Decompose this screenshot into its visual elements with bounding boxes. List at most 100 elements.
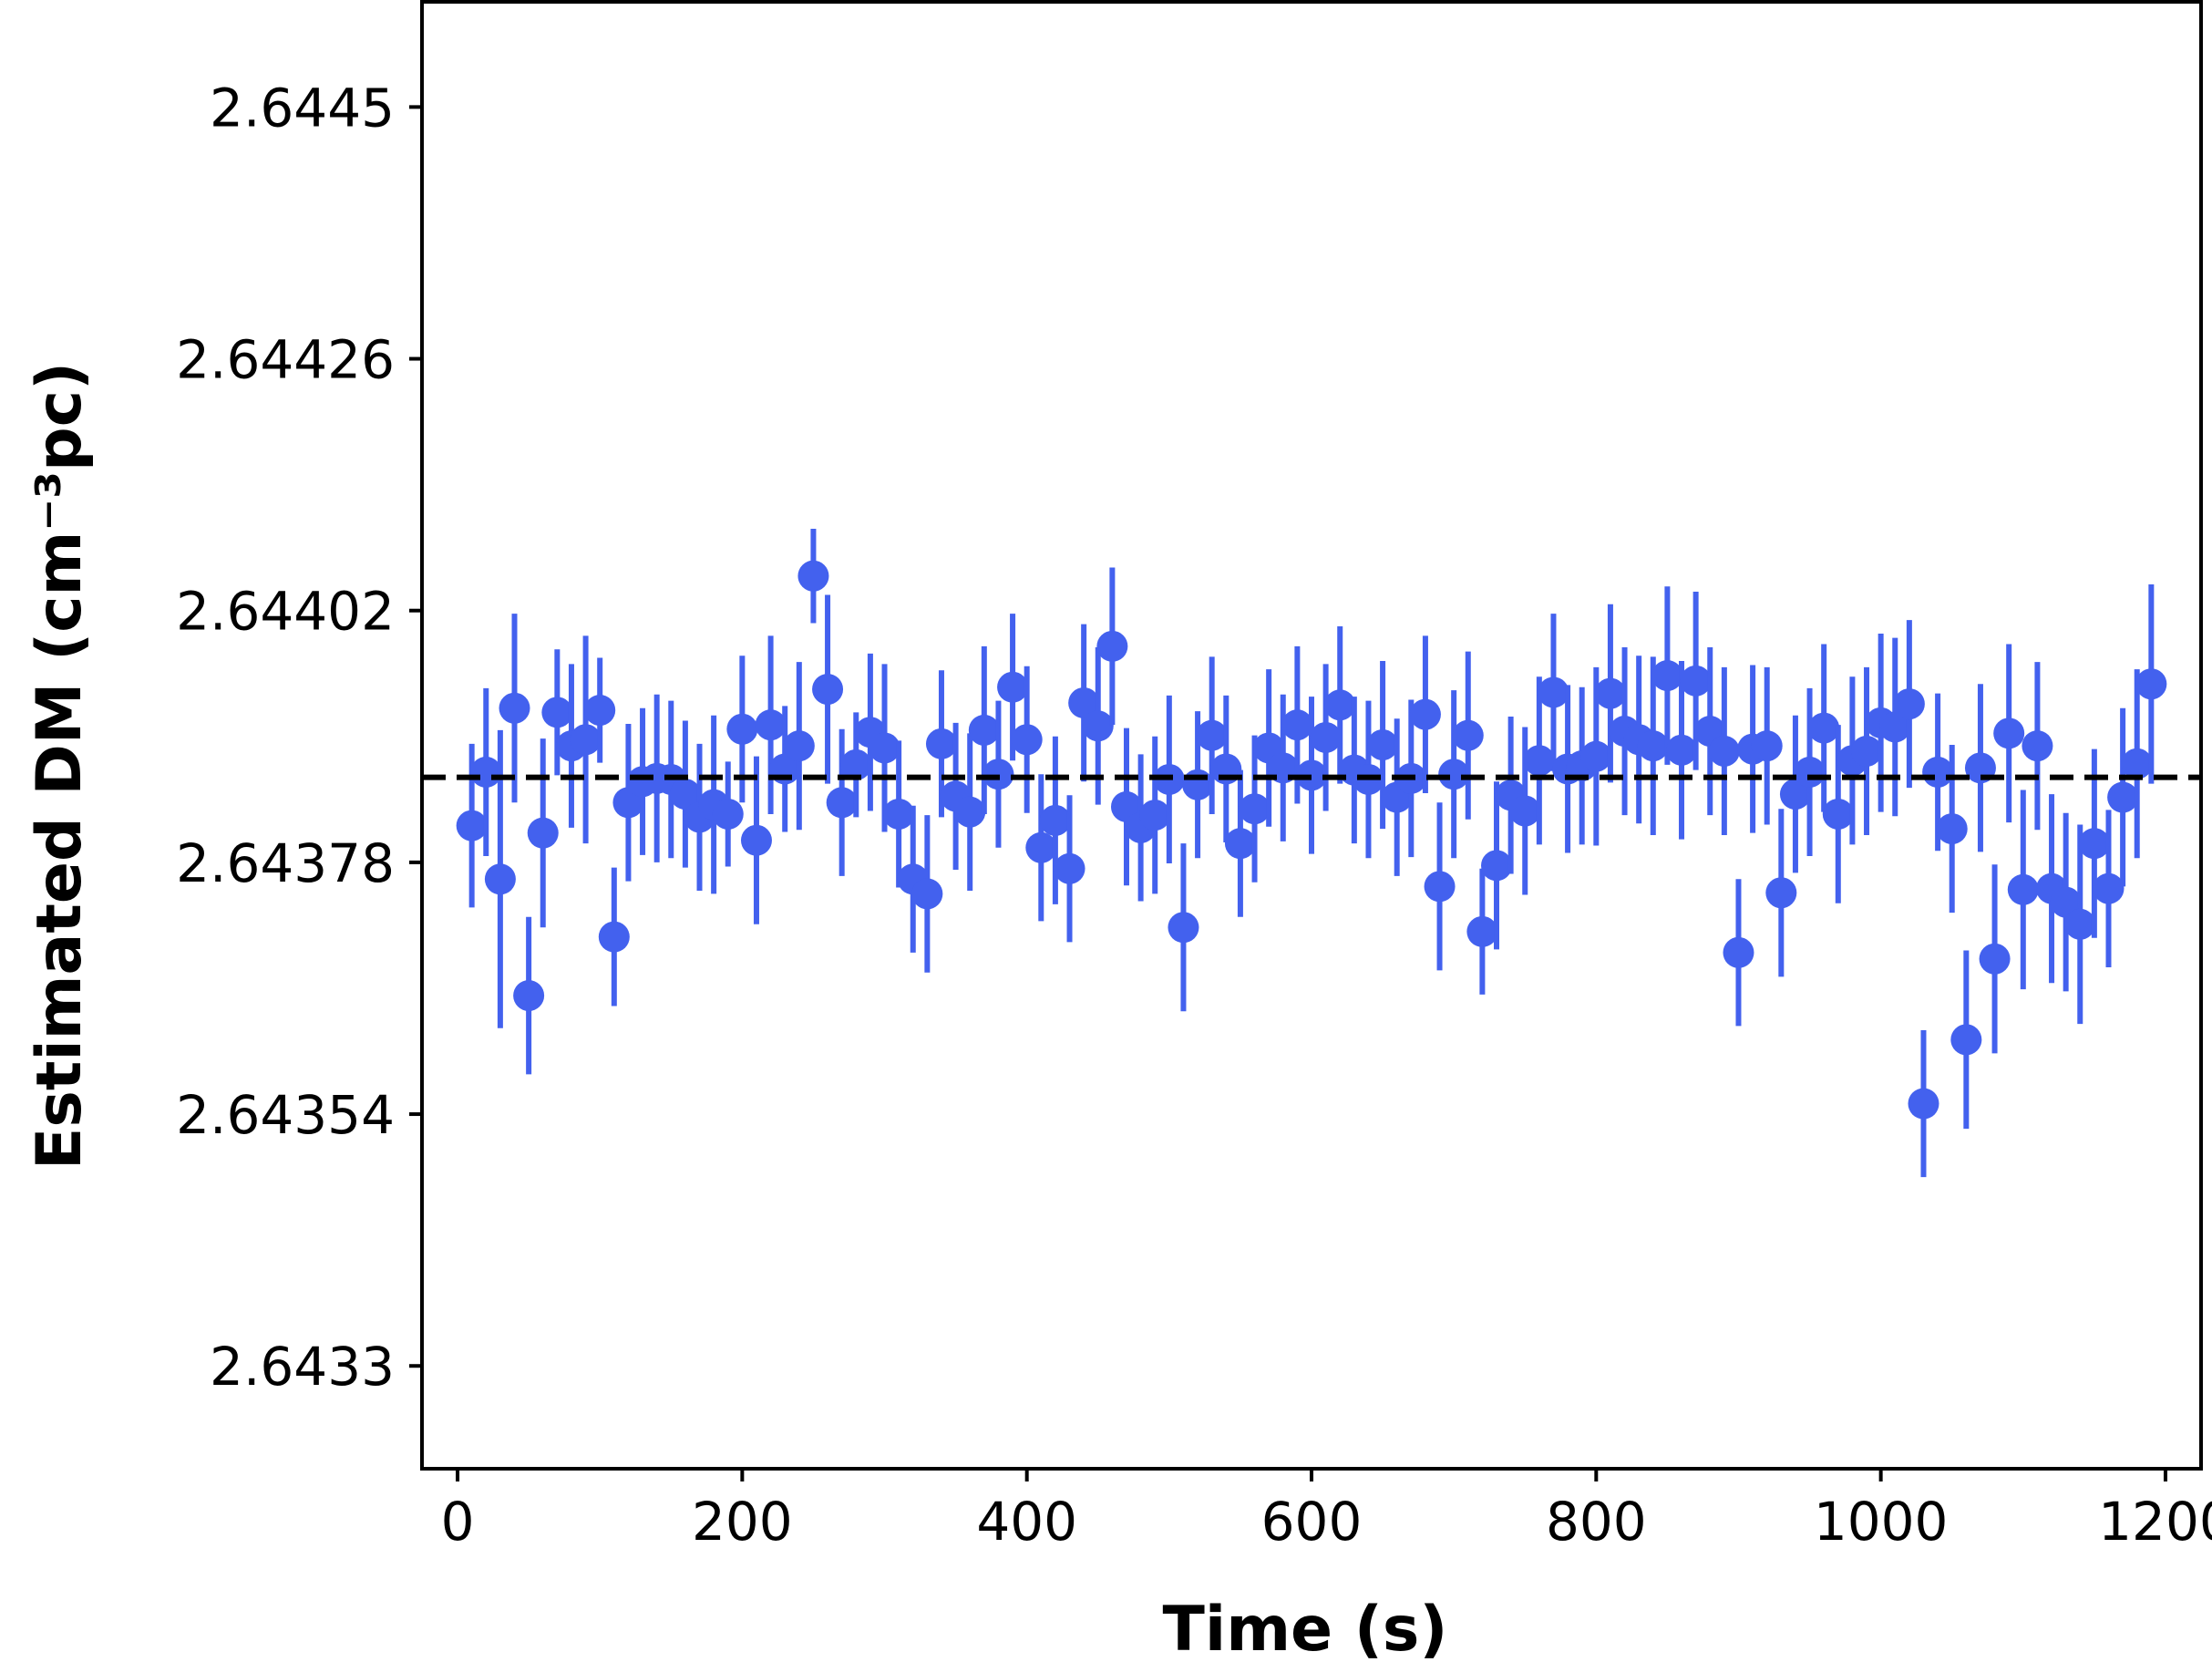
- data-point: [1594, 677, 1626, 709]
- data-point: [1950, 1024, 1982, 1056]
- data-point: [869, 732, 900, 764]
- data-point: [726, 713, 758, 745]
- data-point: [712, 798, 744, 830]
- data-point: [570, 724, 602, 756]
- data-point: [1666, 734, 1698, 766]
- data-point: [1281, 709, 1313, 741]
- x-axis-ticks: 0 200 400 600 800 1000 1200: [441, 1469, 2212, 1553]
- data-point: [1893, 688, 1925, 720]
- data-point: [1452, 719, 1484, 751]
- data-point: [499, 692, 530, 724]
- x-tick-label: 0: [441, 1491, 475, 1553]
- data-point: [1324, 689, 1356, 721]
- data-point: [812, 674, 844, 706]
- data-point: [983, 759, 1014, 790]
- data-point: [1723, 936, 1754, 968]
- data-point: [513, 980, 545, 1012]
- data-point: [1224, 828, 1256, 860]
- data-point: [1054, 852, 1085, 884]
- data-point: [1039, 804, 1071, 836]
- data-point: [1808, 712, 1840, 744]
- data-point: [1409, 698, 1441, 730]
- data-point: [1680, 665, 1712, 697]
- data-point: [2121, 748, 2153, 779]
- data-point: [925, 728, 957, 759]
- x-axis-title: Time (s): [1163, 1594, 1448, 1662]
- x-tick-label: 800: [1546, 1491, 1647, 1553]
- data-point: [826, 787, 858, 819]
- data-point: [598, 921, 630, 953]
- data-point: [1424, 871, 1456, 903]
- y-tick-label: 2.64426: [176, 329, 395, 391]
- data-point: [1936, 813, 1968, 845]
- x-tick-label: 400: [976, 1491, 1077, 1553]
- data-point: [527, 817, 559, 849]
- data-point: [1879, 711, 1911, 743]
- data-point: [1096, 630, 1128, 662]
- data-point: [456, 810, 488, 841]
- data-point: [1509, 795, 1541, 827]
- x-tick-label: 200: [692, 1491, 793, 1553]
- y-tick-label: 2.64378: [176, 832, 395, 894]
- data-point: [1011, 724, 1043, 756]
- data-point: [584, 695, 616, 727]
- data-point: [997, 671, 1029, 703]
- x-tick-label: 1200: [2098, 1491, 2212, 1553]
- data-point: [1794, 756, 1826, 788]
- y-axis-ticks: 2.6433 2.64354 2.64378 2.64402 2.64426 2.6445: [176, 77, 422, 1398]
- data-point: [1979, 943, 2011, 975]
- data-point: [1851, 735, 1883, 767]
- data-point: [1993, 717, 2025, 749]
- data-point: [2107, 781, 2139, 813]
- data-point: [1908, 1088, 1939, 1120]
- data-point: [1580, 740, 1612, 772]
- data-point: [1637, 730, 1669, 762]
- data-point: [2050, 886, 2082, 918]
- data-point: [2022, 730, 2053, 762]
- data-point: [1538, 676, 1569, 708]
- data-point: [1139, 800, 1171, 831]
- data-point: [2007, 873, 2039, 905]
- data-point: [1822, 798, 1854, 830]
- data-point: [968, 714, 1000, 746]
- y-tick-label: 2.64354: [176, 1084, 395, 1146]
- data-point: [1367, 729, 1399, 761]
- data-point: [1082, 710, 1114, 742]
- data-point: [911, 878, 943, 910]
- data-point: [1438, 759, 1470, 790]
- data-point: [1025, 831, 1057, 863]
- data-point: [1239, 793, 1271, 825]
- y-axis-title: Estimated DM (cm⁻³pc): [24, 362, 96, 1170]
- data-point: [1523, 745, 1555, 777]
- x-tick-label: 1000: [1814, 1491, 1949, 1553]
- data-point: [1651, 660, 1683, 692]
- data-point: [797, 560, 829, 592]
- data-point: [1196, 719, 1228, 751]
- data-point: [1466, 915, 1498, 947]
- data-point: [1182, 769, 1214, 800]
- data-point: [2135, 668, 2167, 700]
- data-point: [755, 709, 787, 741]
- x-tick-label: 600: [1261, 1491, 1363, 1553]
- data-point: [1168, 912, 1199, 944]
- data-point: [484, 863, 516, 895]
- data-point: [1922, 756, 1954, 788]
- data-point: [1779, 779, 1811, 810]
- data-point: [1708, 735, 1740, 767]
- data-point: [470, 756, 502, 788]
- data-point: [2078, 828, 2110, 860]
- data-point: [740, 824, 772, 856]
- data-point: [840, 748, 872, 780]
- data-point: [669, 779, 701, 810]
- data-point: [954, 796, 986, 828]
- data-point: [2064, 908, 2096, 940]
- data-point: [883, 798, 915, 830]
- data-point: [541, 697, 573, 728]
- y-tick-label: 2.6445: [210, 77, 395, 139]
- data-point: [783, 730, 815, 762]
- data-point: [1481, 850, 1513, 882]
- data-point: [2093, 872, 2125, 904]
- data-point: [1068, 686, 1100, 718]
